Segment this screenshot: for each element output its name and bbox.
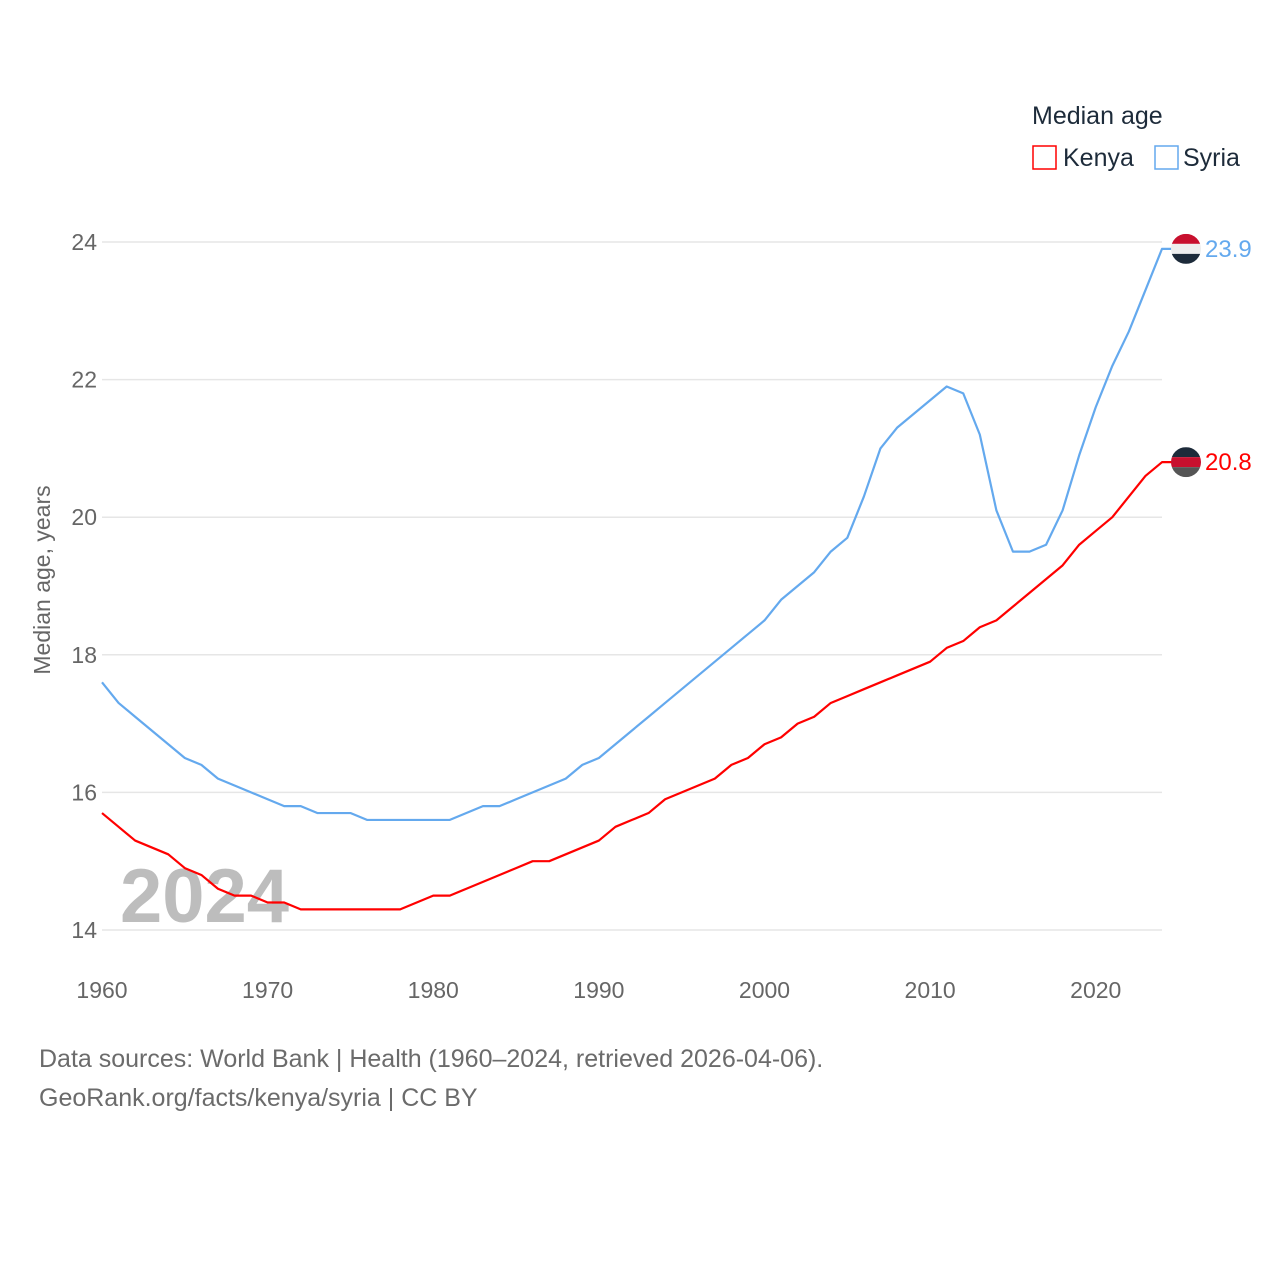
- line-chart: 2024 14 16 18 20 22 24 1960 1970 1980 1990 2000 20…: [29, 102, 1252, 1003]
- gridlines: [102, 241, 1162, 931]
- x-tick-label: 1980: [408, 977, 459, 1003]
- x-tick-label: 1960: [76, 977, 127, 1003]
- legend-label-syria[interactable]: Syria: [1183, 144, 1240, 172]
- legend: Median age Kenya Syria: [1032, 102, 1240, 172]
- series-line-kenya: [101, 461, 1172, 911]
- x-tick-label: 2010: [905, 977, 956, 1003]
- y-tick-label: 18: [71, 642, 97, 668]
- year-watermark: 2024: [120, 854, 289, 939]
- x-tick-label: 1990: [573, 977, 624, 1003]
- y-tick-label: 22: [71, 367, 97, 393]
- y-tick-label: 24: [71, 229, 97, 255]
- y-tick-label: 20: [71, 504, 97, 530]
- legend-swatch-kenya[interactable]: [1032, 145, 1057, 170]
- x-tick-label: 2020: [1070, 977, 1121, 1003]
- legend-title: Median age: [1032, 102, 1163, 130]
- y-tick-label: 16: [71, 779, 97, 805]
- end-value-label-kenya: 20.8: [1205, 449, 1252, 476]
- series-line-syria: [101, 247, 1172, 822]
- syria-flag-icon: [1171, 233, 1201, 264]
- legend-label-kenya[interactable]: Kenya: [1063, 144, 1134, 172]
- series-lines: 20.8 23.9: [101, 233, 1252, 911]
- x-tick-label: 1970: [242, 977, 293, 1003]
- y-axis-label: Median age, years: [29, 485, 55, 674]
- end-value-label-syria: 23.9: [1205, 236, 1252, 263]
- x-axis-ticks: 1960 1970 1980 1990 2000 2010 2020: [76, 977, 1121, 1003]
- x-tick-label: 2000: [739, 977, 790, 1003]
- kenya-flag-icon: [1171, 447, 1201, 478]
- y-axis-ticks: 14 16 18 20 22 24: [71, 229, 97, 943]
- attribution-link[interactable]: GeoRank.org/facts/kenya/syria | CC BY: [39, 1084, 478, 1112]
- legend-swatch-syria[interactable]: [1154, 145, 1179, 170]
- data-source-text: Data sources: World Bank | Health (1960–…: [39, 1045, 824, 1073]
- y-tick-label: 14: [71, 917, 97, 943]
